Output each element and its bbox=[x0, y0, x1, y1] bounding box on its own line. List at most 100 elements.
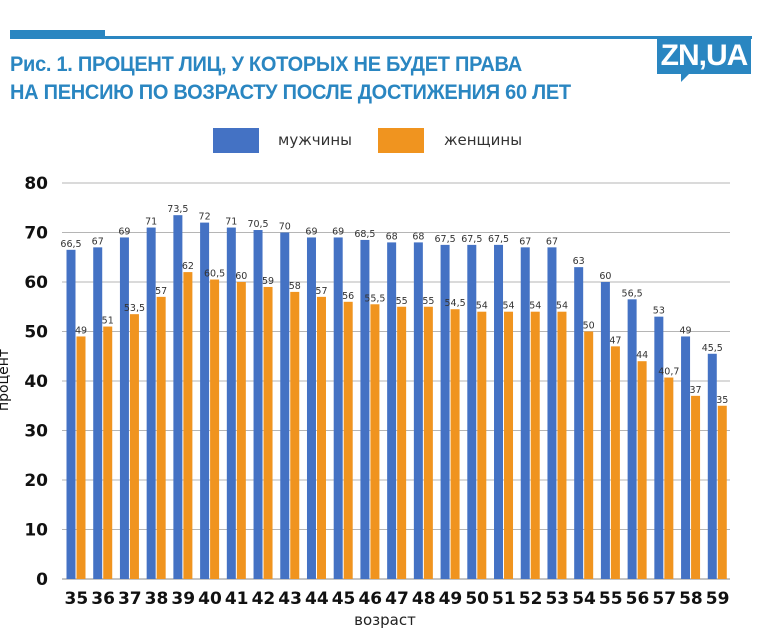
x-tick-label: 57 bbox=[652, 589, 676, 609]
bar-men bbox=[440, 244, 450, 579]
bar-women bbox=[210, 279, 220, 579]
bar-men bbox=[600, 282, 610, 579]
data-label-women: 49 bbox=[75, 325, 87, 336]
y-tick-label: 30 bbox=[24, 422, 48, 442]
y-tick-label: 80 bbox=[24, 174, 48, 194]
data-label-men: 67 bbox=[546, 236, 558, 247]
data-label-men: 68,5 bbox=[354, 229, 375, 240]
y-tick-label: 10 bbox=[24, 521, 48, 541]
data-label-men: 73,5 bbox=[167, 204, 188, 215]
data-label-women: 54 bbox=[476, 301, 488, 312]
zn-ua-logo: ZN,UA bbox=[657, 38, 751, 82]
x-tick-label: 42 bbox=[252, 589, 276, 609]
legend-label-women: женщины bbox=[444, 131, 523, 149]
bar-men bbox=[119, 237, 129, 579]
data-label-men: 70,5 bbox=[247, 219, 268, 230]
bar-men bbox=[707, 353, 717, 579]
x-tick-label: 58 bbox=[679, 589, 703, 609]
data-label-men: 60 bbox=[599, 271, 611, 282]
x-tick-label: 52 bbox=[519, 589, 543, 609]
bar-women bbox=[236, 282, 246, 579]
x-tick-label: 53 bbox=[545, 589, 569, 609]
chart-title: Рис. 1. ПРОЦЕНТ ЛИЦ, У КОТОРЫХ НЕ БУДЕТ … bbox=[10, 50, 571, 106]
bar-women bbox=[156, 296, 166, 579]
data-label-women: 57 bbox=[155, 286, 167, 297]
bar-men bbox=[280, 232, 290, 579]
legend: мужчины женщины bbox=[0, 126, 772, 156]
bar-women bbox=[557, 311, 567, 579]
data-label-women: 51 bbox=[102, 316, 114, 327]
bar-men bbox=[494, 244, 504, 579]
data-label-women: 54,5 bbox=[445, 298, 466, 309]
bar-women bbox=[290, 291, 300, 579]
y-axis-title: процент bbox=[0, 349, 12, 411]
bar-men bbox=[360, 239, 370, 580]
data-label-women: 60 bbox=[235, 271, 247, 282]
header-accent-bar bbox=[10, 30, 105, 39]
data-label-women: 54 bbox=[556, 301, 568, 312]
chart-title-line-1: Рис. 1. ПРОЦЕНТ ЛИЦ, У КОТОРЫХ НЕ БУДЕТ … bbox=[10, 52, 522, 76]
data-label-men: 56,5 bbox=[622, 288, 643, 299]
x-tick-label: 43 bbox=[278, 589, 302, 609]
x-tick-label: 48 bbox=[412, 589, 436, 609]
bar-women bbox=[584, 331, 594, 579]
data-label-men: 69 bbox=[305, 226, 317, 237]
data-label-men: 67 bbox=[519, 236, 531, 247]
legend-swatch-women bbox=[378, 128, 424, 153]
data-label-women: 60,5 bbox=[204, 269, 225, 280]
bar-men bbox=[547, 247, 557, 579]
bar-men bbox=[654, 316, 664, 579]
data-label-men: 45,5 bbox=[702, 343, 723, 354]
bar-women bbox=[129, 314, 139, 579]
data-label-women: 55,5 bbox=[364, 293, 385, 304]
x-tick-label: 49 bbox=[439, 589, 463, 609]
bar-men bbox=[333, 237, 343, 579]
bar-women bbox=[530, 311, 540, 579]
data-label-women: 37 bbox=[690, 385, 702, 396]
bar-women bbox=[637, 361, 647, 579]
bar-women bbox=[397, 306, 407, 579]
x-tick-label: 47 bbox=[385, 589, 409, 609]
legend-swatch-men bbox=[213, 128, 259, 153]
y-tick-label: 0 bbox=[36, 570, 48, 590]
bar-women bbox=[76, 336, 86, 579]
bar-men bbox=[253, 230, 263, 579]
bar-men bbox=[93, 247, 103, 579]
x-tick-label: 41 bbox=[225, 589, 249, 609]
bar-women bbox=[343, 301, 353, 579]
data-label-men: 70 bbox=[279, 222, 291, 233]
data-label-men: 67,5 bbox=[488, 234, 509, 245]
data-label-women: 54 bbox=[502, 301, 514, 312]
bar-men bbox=[226, 227, 236, 580]
bar-women bbox=[370, 304, 380, 579]
y-tick-label: 70 bbox=[24, 224, 48, 244]
data-label-women: 57 bbox=[315, 286, 327, 297]
data-label-women: 58 bbox=[289, 281, 301, 292]
data-label-women: 35 bbox=[716, 395, 728, 406]
bar-women bbox=[183, 272, 193, 579]
bar-men bbox=[627, 299, 637, 579]
bar-men bbox=[387, 242, 397, 579]
data-label-women: 55 bbox=[422, 296, 434, 307]
bar-men bbox=[200, 222, 210, 579]
chart-title-line-2: НА ПЕНСИЮ ПО ВОЗРАСТУ ПОСЛЕ ДОСТИЖЕНИЯ 6… bbox=[10, 80, 571, 104]
bar-women bbox=[263, 286, 273, 579]
data-label-men: 63 bbox=[573, 256, 585, 267]
bar-women bbox=[610, 346, 620, 579]
data-label-women: 47 bbox=[609, 335, 621, 346]
x-axis-title: возраст bbox=[354, 611, 416, 629]
data-label-women: 40,7 bbox=[658, 367, 679, 378]
x-tick-label: 37 bbox=[118, 589, 142, 609]
data-label-women: 59 bbox=[262, 276, 274, 287]
data-label-men: 72 bbox=[199, 212, 211, 223]
x-tick-label: 39 bbox=[171, 589, 195, 609]
x-tick-label: 35 bbox=[65, 589, 89, 609]
data-label-men: 53 bbox=[653, 306, 665, 317]
bar-men bbox=[574, 267, 584, 579]
data-label-men: 67,5 bbox=[461, 234, 482, 245]
bar-men bbox=[413, 242, 423, 579]
data-label-men: 69 bbox=[118, 226, 130, 237]
data-label-men: 67 bbox=[92, 236, 104, 247]
bar-men bbox=[306, 237, 316, 579]
